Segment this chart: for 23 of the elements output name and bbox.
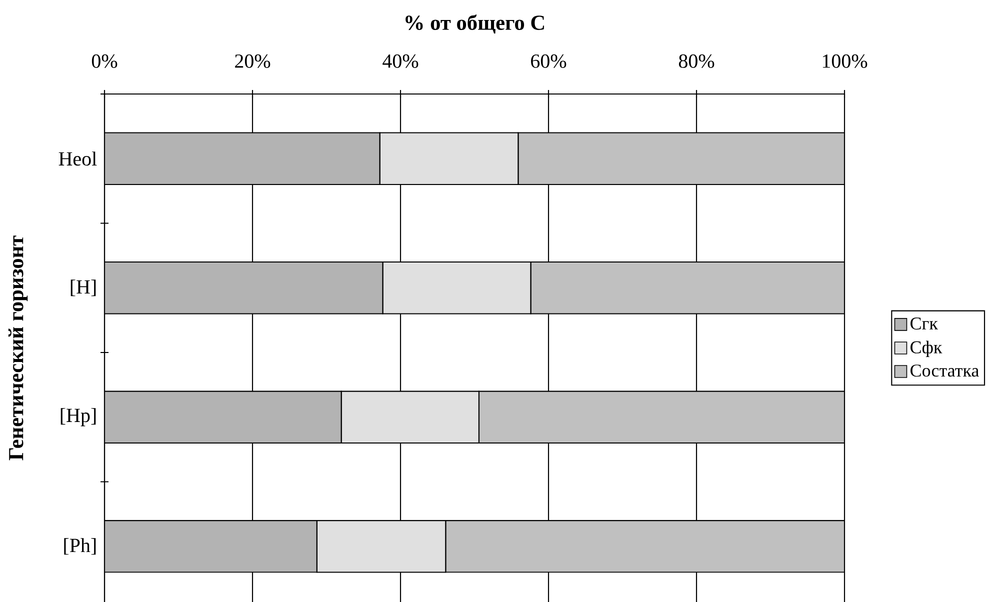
x-tick-label: 20% — [235, 54, 270, 68]
legend-label: Сгк — [910, 317, 938, 330]
bar — [445, 520, 845, 573]
legend-label: Состатка — [910, 364, 979, 377]
legend-label: Сфк — [910, 340, 942, 358]
bar — [530, 261, 845, 314]
bar — [104, 132, 380, 186]
y-tick-label: Heol — [58, 152, 97, 166]
x-tick-label: 40% — [382, 54, 418, 68]
y-tick-label: [Hp] — [60, 408, 96, 426]
bar — [104, 520, 318, 573]
bar — [104, 390, 342, 444]
x-axis-title: % от общего С — [406, 14, 544, 34]
x-tick-label: 100% — [822, 54, 868, 68]
bar — [104, 261, 384, 314]
x-tick-label: 0% — [92, 54, 118, 68]
y-tick-label: [H] — [70, 280, 96, 296]
bar — [478, 390, 845, 444]
x-tick-label: 80% — [678, 54, 714, 68]
x-tick-label: 60% — [531, 54, 566, 68]
bar — [518, 132, 845, 186]
y-axis-title: Генетический горизонт — [8, 236, 28, 460]
y-tick-label: [Ph] — [64, 538, 96, 555]
